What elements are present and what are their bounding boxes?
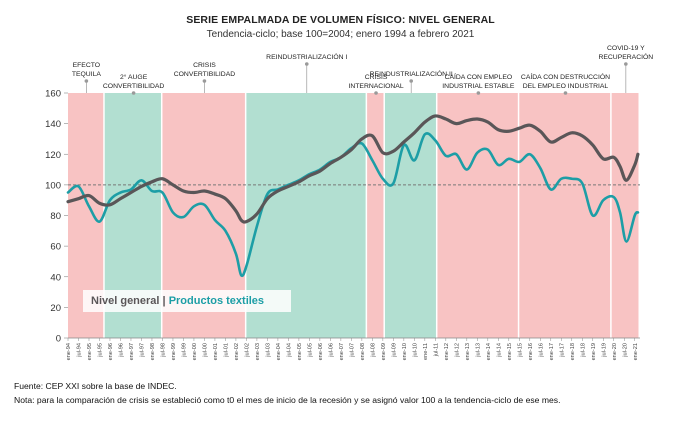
y-tick-label-4: 80 bbox=[50, 211, 61, 222]
y-tick-label-1: 20 bbox=[50, 303, 61, 314]
period-dot-2 bbox=[202, 79, 207, 83]
x-tick-label-18: ene-03 bbox=[255, 343, 261, 360]
x-tick-label-27: jul-07 bbox=[349, 343, 355, 358]
x-tick-label-54: ene-21 bbox=[633, 343, 639, 360]
x-tick-label-48: ene-18 bbox=[570, 343, 576, 360]
x-tick-label-24: ene-06 bbox=[318, 343, 324, 360]
x-tick-label-49: jul-18 bbox=[580, 343, 586, 358]
y-tick-label-7: 140 bbox=[45, 119, 61, 130]
period-band-5 bbox=[384, 93, 436, 338]
x-tick-label-26: ene-07 bbox=[339, 343, 345, 360]
x-tick-label-31: jul-09 bbox=[391, 343, 397, 358]
period-band-4 bbox=[367, 93, 384, 338]
period-dot-6 bbox=[476, 91, 481, 95]
period-label-5: REINDUSTRIALIZACIÓN II bbox=[370, 69, 453, 78]
line-chart: EFECTO TEQUILA 2° AUGE CONVERTIBILIDAD CRISI… bbox=[45, 45, 653, 360]
chart-subtitle: Tendencia-ciclo; base 100=2004; enero 19… bbox=[206, 29, 475, 40]
x-tick-label-47: jul-17 bbox=[559, 343, 565, 358]
period-dot-7 bbox=[563, 91, 568, 95]
x-tick-label-36: ene-12 bbox=[444, 343, 450, 360]
x-tick-label-12: ene-00 bbox=[192, 343, 198, 360]
x-tick-label-42: ene-15 bbox=[507, 343, 513, 360]
x-tick-label-37: jul-12 bbox=[454, 343, 460, 358]
x-tick-label-0: ene-94 bbox=[66, 343, 72, 360]
x-tick-label-38: ene-13 bbox=[465, 343, 471, 360]
period-label-0: EFECTO TEQUILA bbox=[72, 62, 102, 78]
x-tick-label-33: jul-10 bbox=[412, 343, 418, 358]
x-tick-label-35: jul-11 bbox=[433, 343, 439, 357]
period-band-7 bbox=[519, 93, 611, 338]
x-tick-label-16: ene-02 bbox=[234, 343, 240, 360]
x-tick-label-39: jul-13 bbox=[475, 343, 481, 358]
y-tick-label-0: 0 bbox=[56, 334, 61, 345]
period-dot-1 bbox=[131, 91, 136, 95]
series-line-nivel-general bbox=[66, 114, 640, 224]
x-tick-label-19: jul-03 bbox=[265, 343, 271, 358]
period-label-7: CAÍDA CON DESTRUCCIÓN DEL EMPLEO INDUSTRI… bbox=[521, 72, 610, 90]
x-tick-label-15: jul-01 bbox=[223, 343, 229, 358]
x-tick-label-7: jul-97 bbox=[139, 343, 145, 358]
period-dot-0 bbox=[84, 79, 89, 83]
chart-title: SERIE EMPALMADA DE VOLUMEN FÍSICO: NIVEL… bbox=[186, 14, 495, 26]
x-tick-label-20: ene-04 bbox=[276, 343, 282, 360]
x-tick-label-23: jul-05 bbox=[307, 343, 313, 358]
period-label-6: CAÍDA CON EMPLEO INDUSTRIAL ESTABLE bbox=[442, 72, 515, 90]
x-tick-label-14: ene-01 bbox=[213, 343, 219, 360]
x-tick-label-13: jul-00 bbox=[202, 343, 208, 358]
y-tick-label-3: 60 bbox=[50, 242, 61, 253]
legend-productos-textiles: Productos textiles bbox=[168, 295, 265, 307]
period-label-2: CRISIS CONVERTIBILIDAD bbox=[174, 62, 236, 78]
source-note: Fuente: CEP XXI sobre la base de INDEC. bbox=[14, 381, 177, 391]
x-tick-label-40: ene-14 bbox=[486, 343, 492, 360]
x-tick-label-32: ene-10 bbox=[402, 343, 408, 360]
y-tick-label-6: 120 bbox=[45, 150, 61, 161]
x-tick-label-10: ene-99 bbox=[171, 343, 177, 360]
legend-separator: | bbox=[162, 295, 166, 307]
period-dot-3 bbox=[304, 62, 309, 66]
x-tick-label-22: ene-05 bbox=[297, 343, 303, 360]
x-tick-label-4: ene-96 bbox=[108, 343, 114, 360]
chart-legend: Nivel general | Productos textiles bbox=[83, 290, 291, 312]
x-tick-label-9: jul-98 bbox=[160, 343, 166, 358]
x-tick-label-46: ene-17 bbox=[549, 343, 555, 360]
x-tick-label-43: jul-15 bbox=[517, 343, 523, 358]
x-tick-label-25: jul-06 bbox=[328, 343, 334, 358]
x-tick-label-45: jul-16 bbox=[538, 343, 544, 358]
period-dot-5 bbox=[409, 79, 414, 83]
x-tick-label-28: ene-08 bbox=[360, 343, 366, 360]
legend-nivel-general: Nivel general bbox=[91, 295, 160, 307]
x-tick-label-52: ene-20 bbox=[612, 343, 618, 360]
x-tick-label-21: jul-04 bbox=[286, 343, 292, 358]
x-tick-label-3: jul-95 bbox=[97, 343, 103, 358]
period-dot-4 bbox=[374, 91, 378, 95]
x-tick-label-5: jul-96 bbox=[118, 343, 124, 358]
x-tick-label-41: jul-14 bbox=[496, 343, 502, 358]
period-label-8: COVID-19 Y RECUPERACIÓN bbox=[598, 45, 653, 61]
x-tick-label-51: jul-19 bbox=[601, 343, 607, 358]
x-tick-label-50: ene-19 bbox=[591, 343, 597, 360]
period-dot-8 bbox=[624, 62, 628, 66]
x-tick-label-2: ene-95 bbox=[87, 343, 93, 360]
x-tick-label-1: jul-94 bbox=[76, 343, 82, 358]
y-tick-label-5: 100 bbox=[45, 180, 61, 191]
x-tick-label-6: ene-97 bbox=[129, 343, 135, 360]
y-tick-label-2: 40 bbox=[50, 272, 61, 283]
x-tick-label-30: ene-09 bbox=[381, 343, 387, 360]
period-label-3: REINDUSTRIALIZACIÓN I bbox=[266, 52, 347, 61]
x-tick-label-34: ene-11 bbox=[423, 343, 429, 360]
period-label-1: 2° AUGE CONVERTIBILIDAD bbox=[103, 73, 165, 90]
x-tick-label-17: jul-02 bbox=[244, 343, 250, 358]
period-label-4: CRISIS INTERNACIONAL bbox=[348, 74, 403, 90]
method-note: Nota: para la comparación de crisis se e… bbox=[14, 395, 561, 405]
period-band-6 bbox=[437, 93, 518, 338]
y-tick-label-8: 160 bbox=[45, 89, 61, 100]
x-tick-label-44: ene-16 bbox=[528, 343, 534, 360]
x-tick-label-11: jul-99 bbox=[181, 343, 187, 358]
x-tick-label-8: ene-98 bbox=[150, 343, 156, 360]
x-tick-label-29: jul-08 bbox=[370, 343, 376, 358]
x-tick-label-53: jul-20 bbox=[622, 343, 628, 358]
